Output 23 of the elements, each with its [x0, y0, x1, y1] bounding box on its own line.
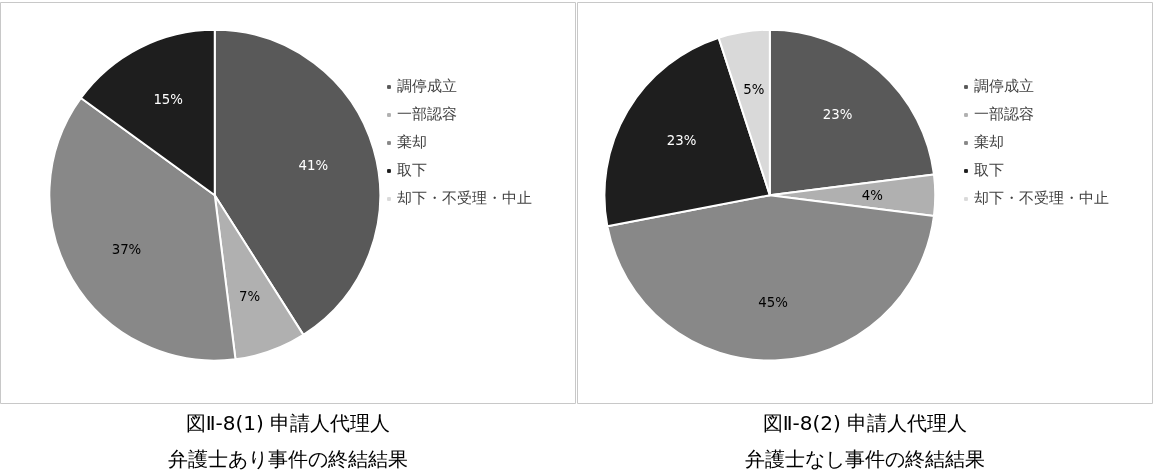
- data-label: 37%: [111, 242, 142, 258]
- data-label: 23%: [822, 107, 853, 123]
- legend-label: 調停成立: [974, 77, 1034, 96]
- legend-label: 却下・不受理・中止: [397, 189, 532, 208]
- data-label: 5%: [743, 81, 765, 97]
- legend-label: 取下: [397, 161, 427, 180]
- data-label: 41%: [298, 157, 329, 173]
- legend-label: 一部認容: [974, 105, 1034, 124]
- legend-label: 却下・不受理・中止: [974, 189, 1109, 208]
- legend-label: 棄却: [974, 133, 1004, 152]
- data-label: 4%: [861, 187, 883, 203]
- legend-label: 調停成立: [397, 77, 457, 96]
- data-label: 15%: [153, 92, 184, 108]
- legend-label: 取下: [974, 161, 1004, 180]
- data-label: 45%: [758, 294, 788, 310]
- data-label: 23%: [666, 133, 697, 149]
- text: 弁護士なし事件の終結結果: [745, 446, 985, 471]
- data-label: 7%: [238, 288, 261, 304]
- text: 図Ⅱ-8(1) 申請人代理人: [185, 410, 391, 435]
- text: 弁護士あり事件の終結結果: [168, 446, 408, 471]
- legend-label: 一部認容: [397, 105, 457, 124]
- text: 図Ⅱ-8(2) 申請人代理人: [762, 410, 968, 435]
- legend-label: 棄却: [397, 133, 427, 152]
